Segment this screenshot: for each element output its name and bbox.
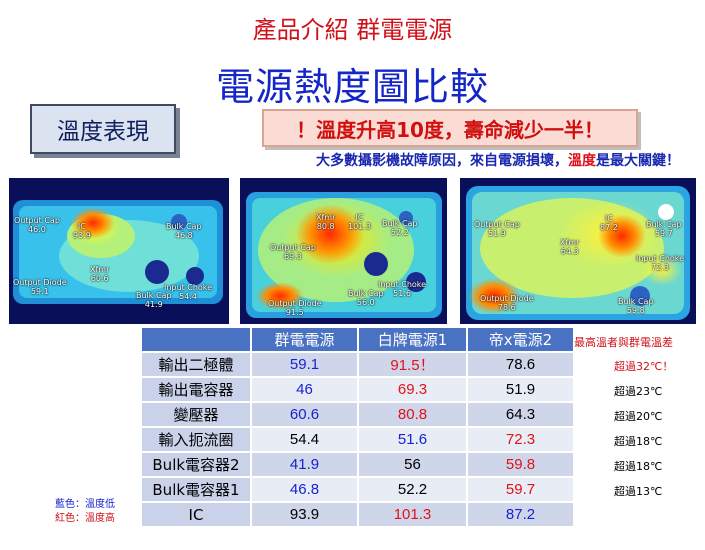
legend-blue-note: 藍色：溫度低 <box>55 499 115 510</box>
thermal1-label-3: Bulk Cap 46.8 <box>166 222 202 240</box>
thermal-image-2-graphic <box>240 178 447 324</box>
column-header-1: 群電電源 <box>251 328 359 353</box>
thermal3-label-7: Bulk Cap 59.8 <box>618 297 654 315</box>
thermal-image-2 <box>240 178 447 324</box>
row-label: Bulk電容器1 <box>142 477 252 503</box>
column-header-3: 帝x電源2 <box>467 328 575 353</box>
table-cell: 51.6 <box>358 427 468 453</box>
diff-column-header: 最高溫者與群電溫差 <box>574 336 673 349</box>
statement-part1: 大多數攝影機故障原因，來自電源損壞， <box>316 153 568 169</box>
thermal3-label-6: Output Diode 78.6 <box>480 294 534 312</box>
table-row: Bulk電容器2 41.9 56 59.8 <box>142 452 575 478</box>
thermal3-label-1: Output Cap 51.9 <box>474 220 520 238</box>
thermal-image-3 <box>460 178 696 324</box>
thermal-image-3-graphic <box>460 178 696 324</box>
thermal3-label-4: Xfmr 64.3 <box>560 238 580 256</box>
thermal2-label-4: Output Cap 69.3 <box>270 243 316 261</box>
table-cell: 64.3 <box>467 402 575 428</box>
row-label: IC <box>142 502 252 528</box>
thermal2-label-3: Bulk Cap 52.2 <box>382 219 418 237</box>
temperature-diff-note: 超過20℃ <box>614 410 663 423</box>
thermal3-label-5: Input Choke 72.3 <box>636 254 685 272</box>
table-row: 輸出電容器 46 69.3 51.9 <box>142 377 575 403</box>
key-statement: 大多數攝影機故障原因，來自電源損壞，溫度是最大關鍵！ <box>200 150 680 170</box>
table-cell: 87.2 <box>467 502 575 528</box>
temperature-comparison-table: 群電電源 白牌電源1 帝x電源2 輸出二極體 59.1 91.5！ 78.6 輸出電容器… <box>142 328 575 528</box>
thermal2-label-7: Output Diode 91.5 <box>268 299 322 317</box>
temperature-diff-note: 超過23℃ <box>614 385 663 398</box>
table-header-row: 群電電源 白牌電源1 帝x電源2 <box>142 328 575 353</box>
thermal1-label-6: Bulk Cap 41.9 <box>136 291 172 309</box>
table-cell: 56 <box>358 452 468 478</box>
temperature-diff-note: 超過18℃ <box>614 435 663 448</box>
thermal1-label-5: Output Diode 59.1 <box>13 278 67 296</box>
temperature-diff-note: 超過18℃ <box>614 460 663 473</box>
table-cell: 54.4 <box>251 427 359 453</box>
thermal1-label-7: Input Choke 54.4 <box>164 283 213 301</box>
thermal1-label-1: Output Cap 46.0 <box>14 216 60 234</box>
table-row: 輸入扼流圈 54.4 51.6 72.3 <box>142 427 575 453</box>
statement-part2: 是最大關鍵！ <box>596 153 680 169</box>
table-cell: 69.3 <box>358 377 468 403</box>
legend-red-note: 紅色：溫度高 <box>55 513 115 524</box>
thermal1-label-4: Xfmr 60.6 <box>90 265 110 283</box>
thermal1-label-2: IC 93.9 <box>73 222 91 240</box>
page-subtitle: 產品介紹 群電電源 <box>252 16 453 44</box>
table-cell: 59.8 <box>467 452 575 478</box>
thermal2-label-6: Bulk Cap 56.0 <box>348 289 384 307</box>
table-cell: 41.9 <box>251 452 359 478</box>
table-row: 變壓器 60.6 80.8 64.3 <box>142 402 575 428</box>
table-cell: 72.3 <box>467 427 575 453</box>
row-label: Bulk電容器2 <box>142 452 252 478</box>
table-row: Bulk電容器1 46.8 52.2 59.7 <box>142 477 575 503</box>
warning-banner: ！溫度升高10度，壽命減少一半！ <box>262 109 638 147</box>
row-label: 變壓器 <box>142 402 252 428</box>
table-cell: 60.6 <box>251 402 359 428</box>
thermal2-label-1: Xfmr 80.8 <box>316 213 336 231</box>
thermal3-label-3: Bulk Cap 59.7 <box>646 220 682 238</box>
table-cell: 59.1 <box>251 352 359 378</box>
thermal3-label-2: IC 87.2 <box>600 214 618 232</box>
row-label: 輸出二極體 <box>142 352 252 378</box>
thermal2-label-5: Input Choke 51.6 <box>378 280 427 298</box>
table-cell: 80.8 <box>358 402 468 428</box>
temperature-diff-note: 超過32℃！ <box>614 360 674 373</box>
table-cell: 46.8 <box>251 477 359 503</box>
thermal-image-1-graphic <box>9 178 229 324</box>
table-cell: 52.2 <box>358 477 468 503</box>
temperature-diff-note: 超過13℃ <box>614 485 663 498</box>
table-cell: 93.9 <box>251 502 359 528</box>
row-label: 輸入扼流圈 <box>142 427 252 453</box>
statement-highlight: 溫度 <box>568 153 596 169</box>
table-row: IC 93.9 101.3 87.2 <box>142 502 575 528</box>
page-title: 電源熱度圖比較 <box>215 65 489 109</box>
table-cell: 59.7 <box>467 477 575 503</box>
thermal2-label-2: IC 101.3 <box>348 213 371 231</box>
table-cell: 46 <box>251 377 359 403</box>
section-tag: 溫度表現 <box>30 104 176 154</box>
table-cell: 91.5！ <box>358 352 468 378</box>
table-cell: 51.9 <box>467 377 575 403</box>
row-label: 輸出電容器 <box>142 377 252 403</box>
table-corner-cell <box>142 328 252 353</box>
thermal-image-1 <box>9 178 229 324</box>
table-cell: 101.3 <box>358 502 468 528</box>
table-row: 輸出二極體 59.1 91.5！ 78.6 <box>142 352 575 378</box>
table-cell: 78.6 <box>467 352 575 378</box>
column-header-2: 白牌電源1 <box>358 328 468 353</box>
